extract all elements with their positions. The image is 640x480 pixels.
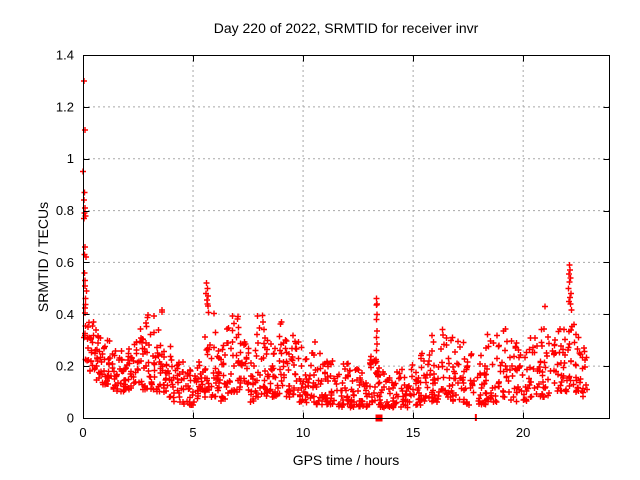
x-tick-label: 5 xyxy=(189,425,196,440)
y-tick-label: 0.4 xyxy=(56,307,74,322)
axis-markers xyxy=(375,414,477,422)
x-tick-label: 15 xyxy=(406,425,420,440)
x-tick-label: 10 xyxy=(296,425,310,440)
y-tick-label: 1.4 xyxy=(56,48,74,63)
chart-title: Day 220 of 2022, SRMTID for receiver inv… xyxy=(213,20,479,36)
y-tick-label: 0.8 xyxy=(56,203,74,218)
data-points xyxy=(80,78,590,411)
y-tick-label: 0 xyxy=(67,411,74,426)
grid-lines xyxy=(83,55,609,418)
y-tick-label: 0.6 xyxy=(56,255,74,270)
x-tick-label: 20 xyxy=(516,425,530,440)
x-axis-label: GPS time / hours xyxy=(292,452,400,468)
y-tick-label: 0.2 xyxy=(56,359,74,374)
y-tick-label: 1.2 xyxy=(56,99,74,114)
tick-labels: 0 5 10 15 20 0 0.2 0.4 0.6 0.8 1 1.2 1.4 xyxy=(56,48,530,441)
plot-border-and-ticks xyxy=(83,55,610,419)
x-tick-label: 0 xyxy=(79,425,86,440)
y-tick-label: 1 xyxy=(67,151,74,166)
